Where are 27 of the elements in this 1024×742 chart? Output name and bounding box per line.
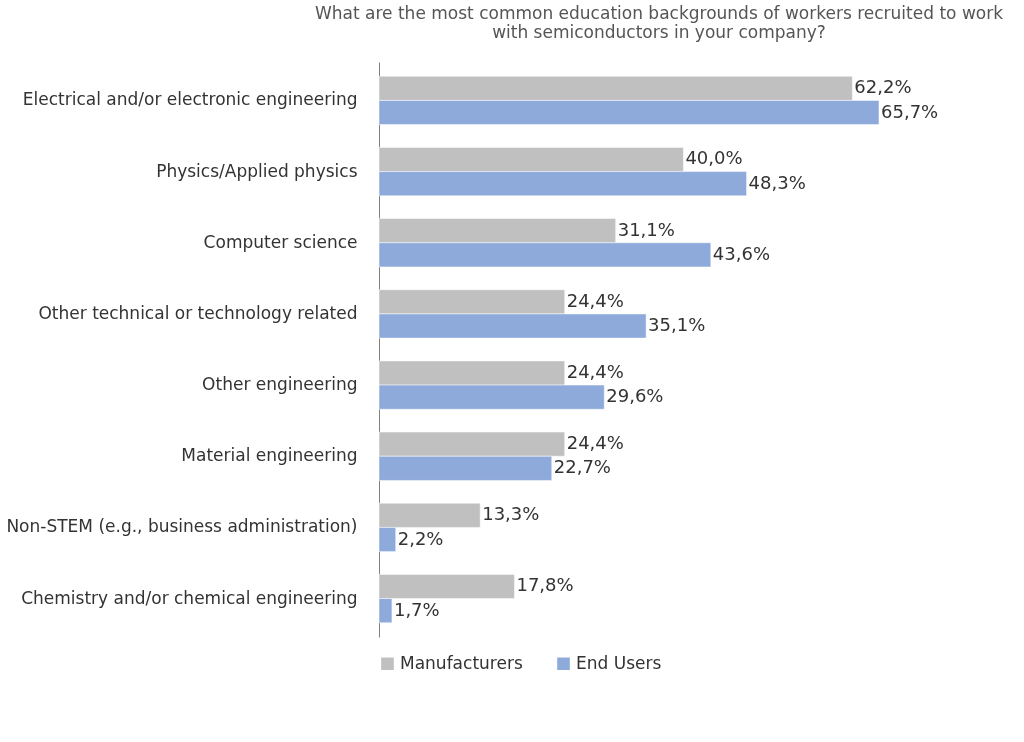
data-label: 43,6% xyxy=(712,242,770,264)
data-label: 48,3% xyxy=(748,171,806,193)
data-label: 17,8% xyxy=(516,574,574,596)
data-label: 40,0% xyxy=(685,147,743,169)
data-label: 1,7% xyxy=(393,598,440,620)
y-tick-label: Computer science xyxy=(203,231,358,252)
data-label: 65,7% xyxy=(881,100,939,122)
y-tick-label: Material engineering xyxy=(181,445,358,466)
data-label: 35,1% xyxy=(648,314,706,336)
y-tick-label: Physics/Applied physics xyxy=(156,160,358,181)
data-label: 24,4% xyxy=(566,432,624,454)
y-tick-label: Other technical or technology related xyxy=(38,302,358,323)
legend-label: Manufacturers xyxy=(400,652,523,673)
data-label: 62,2% xyxy=(854,76,912,98)
data-label: 24,4% xyxy=(566,360,624,382)
data-label: 22,7% xyxy=(553,456,611,478)
y-tick-label: Electrical and/or electronic engineering xyxy=(22,89,358,110)
y-tick-label: Other engineering xyxy=(202,374,358,395)
data-label: 24,4% xyxy=(566,289,624,311)
y-tick-label: Non-STEM (e.g., business administration) xyxy=(6,516,358,537)
data-label: 13,3% xyxy=(482,503,540,525)
chart-title: What are the most common education backgrounds of workers recruited to work with semiconductors in your company? xyxy=(314,3,1004,42)
y-tick-label: Chemistry and/or chemical engineering xyxy=(21,587,358,608)
legend-label: End Users xyxy=(576,652,662,673)
data-label: 29,6% xyxy=(606,385,664,407)
data-label: 2,2% xyxy=(397,527,444,549)
data-label: 31,1% xyxy=(617,218,675,240)
